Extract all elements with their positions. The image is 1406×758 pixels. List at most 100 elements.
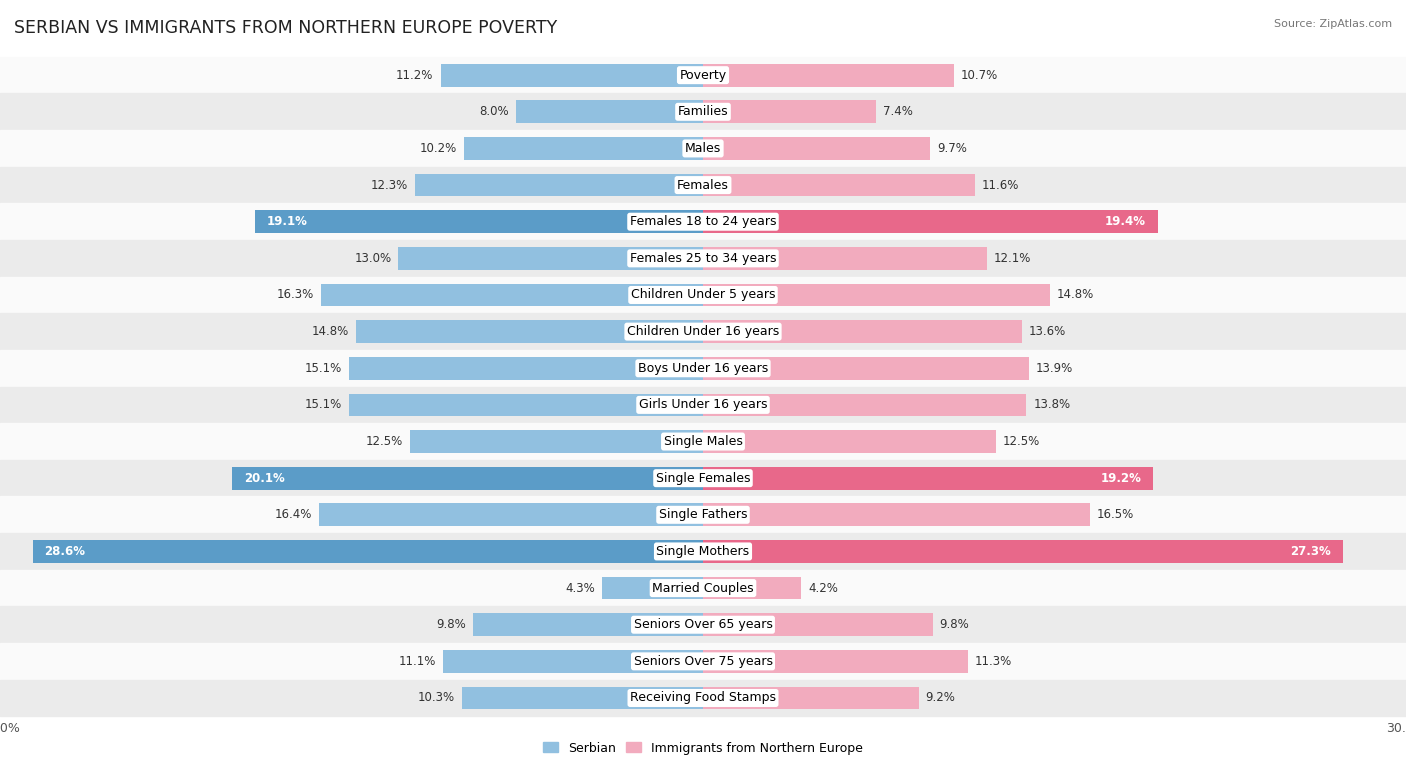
Text: 4.3%: 4.3%	[565, 581, 595, 594]
Bar	[703, 613, 932, 636]
Text: Poverty: Poverty	[679, 69, 727, 82]
Bar	[703, 137, 931, 160]
Text: 20.1%: 20.1%	[243, 471, 284, 484]
Text: 16.4%: 16.4%	[274, 509, 312, 522]
Text: 27.3%: 27.3%	[1291, 545, 1331, 558]
Text: Females 18 to 24 years: Females 18 to 24 years	[630, 215, 776, 228]
Text: Children Under 5 years: Children Under 5 years	[631, 289, 775, 302]
Text: 13.0%: 13.0%	[354, 252, 391, 265]
Text: Seniors Over 75 years: Seniors Over 75 years	[634, 655, 772, 668]
Text: Single Fathers: Single Fathers	[659, 509, 747, 522]
Text: Receiving Food Stamps: Receiving Food Stamps	[630, 691, 776, 704]
Text: Single Females: Single Females	[655, 471, 751, 484]
Bar	[703, 540, 1343, 562]
Bar	[0, 350, 1406, 387]
Text: 7.4%: 7.4%	[883, 105, 914, 118]
Bar	[703, 650, 967, 672]
Bar	[703, 503, 1090, 526]
Bar	[0, 460, 1406, 496]
Bar	[411, 431, 703, 453]
Bar	[32, 540, 703, 562]
Text: 12.3%: 12.3%	[371, 179, 408, 192]
Text: Families: Families	[678, 105, 728, 118]
Bar	[319, 503, 703, 526]
Text: Single Mothers: Single Mothers	[657, 545, 749, 558]
Text: 10.7%: 10.7%	[960, 69, 998, 82]
Text: 9.8%: 9.8%	[437, 619, 467, 631]
Bar	[703, 247, 987, 270]
Bar	[703, 467, 1153, 490]
Text: 15.1%: 15.1%	[305, 362, 342, 374]
Bar	[703, 687, 918, 709]
Bar	[703, 431, 995, 453]
Bar	[703, 357, 1029, 380]
Text: Children Under 16 years: Children Under 16 years	[627, 325, 779, 338]
Bar	[349, 357, 703, 380]
Bar	[0, 606, 1406, 643]
Text: 13.6%: 13.6%	[1029, 325, 1066, 338]
Bar	[0, 387, 1406, 423]
Bar	[443, 650, 703, 672]
Text: 11.1%: 11.1%	[398, 655, 436, 668]
Text: 14.8%: 14.8%	[1057, 289, 1094, 302]
Bar	[0, 240, 1406, 277]
Bar	[0, 496, 1406, 533]
Bar	[461, 687, 703, 709]
Text: 13.9%: 13.9%	[1036, 362, 1073, 374]
Bar	[232, 467, 703, 490]
Text: Girls Under 16 years: Girls Under 16 years	[638, 399, 768, 412]
Text: SERBIAN VS IMMIGRANTS FROM NORTHERN EUROPE POVERTY: SERBIAN VS IMMIGRANTS FROM NORTHERN EURO…	[14, 19, 557, 37]
Text: 16.3%: 16.3%	[277, 289, 314, 302]
Bar	[703, 393, 1026, 416]
Text: 8.0%: 8.0%	[479, 105, 509, 118]
Bar	[602, 577, 703, 600]
Bar	[0, 93, 1406, 130]
Bar	[440, 64, 703, 86]
Text: Females: Females	[678, 179, 728, 192]
Text: 19.4%: 19.4%	[1105, 215, 1146, 228]
Text: 12.5%: 12.5%	[366, 435, 404, 448]
Bar	[516, 101, 703, 123]
Bar	[464, 137, 703, 160]
Text: 19.1%: 19.1%	[267, 215, 308, 228]
Text: 12.5%: 12.5%	[1002, 435, 1040, 448]
Text: Single Males: Single Males	[664, 435, 742, 448]
Text: 13.8%: 13.8%	[1033, 399, 1070, 412]
Text: 4.2%: 4.2%	[808, 581, 838, 594]
Bar	[0, 57, 1406, 93]
Bar	[0, 570, 1406, 606]
Bar	[0, 680, 1406, 716]
Text: 12.1%: 12.1%	[994, 252, 1031, 265]
Bar	[0, 277, 1406, 313]
Bar	[703, 211, 1157, 233]
Text: 9.7%: 9.7%	[938, 142, 967, 155]
Bar	[474, 613, 703, 636]
Bar	[0, 130, 1406, 167]
Text: Seniors Over 65 years: Seniors Over 65 years	[634, 619, 772, 631]
Text: Males: Males	[685, 142, 721, 155]
Bar	[703, 283, 1050, 306]
Text: Source: ZipAtlas.com: Source: ZipAtlas.com	[1274, 19, 1392, 29]
Text: Married Couples: Married Couples	[652, 581, 754, 594]
Text: 14.8%: 14.8%	[312, 325, 349, 338]
Bar	[321, 283, 703, 306]
Bar	[398, 247, 703, 270]
Bar	[703, 174, 974, 196]
Bar	[0, 423, 1406, 460]
Bar	[349, 393, 703, 416]
Bar	[415, 174, 703, 196]
Text: 9.2%: 9.2%	[925, 691, 956, 704]
Bar	[0, 533, 1406, 570]
Text: 28.6%: 28.6%	[45, 545, 86, 558]
Bar	[0, 167, 1406, 203]
Text: 10.3%: 10.3%	[418, 691, 454, 704]
Bar	[356, 321, 703, 343]
Text: 11.2%: 11.2%	[396, 69, 433, 82]
Legend: Serbian, Immigrants from Northern Europe: Serbian, Immigrants from Northern Europe	[538, 737, 868, 758]
Text: 15.1%: 15.1%	[305, 399, 342, 412]
Text: 11.3%: 11.3%	[974, 655, 1012, 668]
Bar	[703, 101, 876, 123]
Text: 11.6%: 11.6%	[981, 179, 1019, 192]
Text: Boys Under 16 years: Boys Under 16 years	[638, 362, 768, 374]
Bar	[0, 643, 1406, 680]
